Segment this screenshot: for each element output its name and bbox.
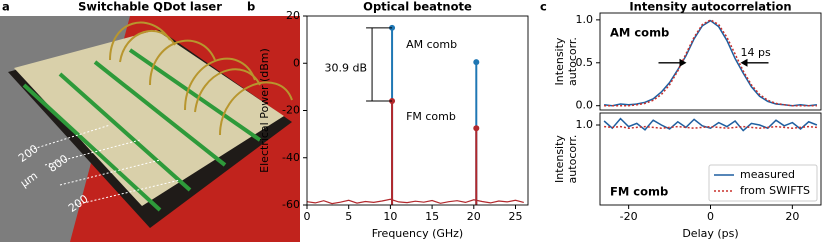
axes-frame: [599, 112, 822, 206]
arrow-head: [679, 58, 687, 67]
legend-label: from SWIFTS: [740, 184, 810, 197]
x-tick-label: 5: [345, 210, 352, 223]
y-tick-label: 20: [286, 9, 300, 22]
annotation: 30.9 dB: [325, 61, 368, 74]
y-axis-label: Intensity: [553, 135, 566, 183]
panel-letter: c: [540, 0, 547, 14]
panel-letter: b: [247, 0, 255, 14]
x-tick-label: -20: [620, 210, 638, 223]
y-tick-label: -20: [282, 104, 300, 117]
panel-title: Switchable QDot laser: [78, 0, 222, 14]
noise-floor: [307, 198, 524, 205]
y-tick-label: 1.0: [576, 13, 594, 26]
annotation: 14 ps: [741, 46, 771, 59]
series-label: FM comb: [406, 110, 456, 123]
y-axis-label: Electrical Power (dBm): [258, 48, 271, 173]
y-axis-label: autocorr.: [566, 37, 579, 86]
chart-title: Optical beatnote: [363, 0, 472, 14]
axes-frame: [306, 15, 529, 206]
legend-box: [708, 164, 818, 202]
bond-wires: [109, 21, 293, 136]
plot-area: [604, 19, 817, 107]
photo-panel: 200 800 200 µm: [0, 16, 300, 242]
panel-label: AM comb: [610, 26, 669, 40]
y-tick-label: 1.0: [576, 118, 594, 131]
legend-label: measured: [740, 168, 795, 181]
x-axis-label: Delay (ps): [682, 227, 738, 240]
x-tick-label: 20: [467, 210, 481, 223]
panel-letter: a: [2, 0, 10, 14]
stem-marker: [473, 125, 480, 132]
panel-label: FM comb: [610, 185, 668, 199]
arrow-head: [740, 58, 748, 67]
y-tick-label: -60: [282, 198, 300, 211]
x-tick-label: 20: [785, 210, 799, 223]
dimension-lines: [29, 124, 181, 206]
waveguides: [22, 48, 262, 212]
x-tick-label: 0: [304, 210, 311, 223]
series-line: [604, 19, 817, 107]
series-label: AM comb: [406, 38, 457, 51]
y-tick-label: -40: [282, 151, 300, 164]
y-tick-label: 0.0: [576, 99, 594, 112]
plot-area: [603, 117, 818, 132]
y-tick-label: 0: [293, 56, 300, 69]
x-tick-label: 15: [425, 210, 439, 223]
x-tick-label: 0: [707, 210, 714, 223]
plot-area: [307, 24, 524, 205]
x-tick-label: 25: [508, 210, 522, 223]
axes-frame: [599, 12, 822, 111]
y-tick-label: 0.5: [576, 56, 594, 69]
x-axis-label: Frequency (GHz): [372, 227, 463, 240]
stem-marker: [473, 59, 480, 66]
chart-title: Intensity autocorrelation: [629, 0, 791, 14]
series-line: [603, 117, 818, 132]
x-tick-label: 10: [383, 210, 397, 223]
y-axis-label: autocorr.: [566, 135, 579, 184]
y-axis-label: Intensity: [553, 37, 566, 85]
